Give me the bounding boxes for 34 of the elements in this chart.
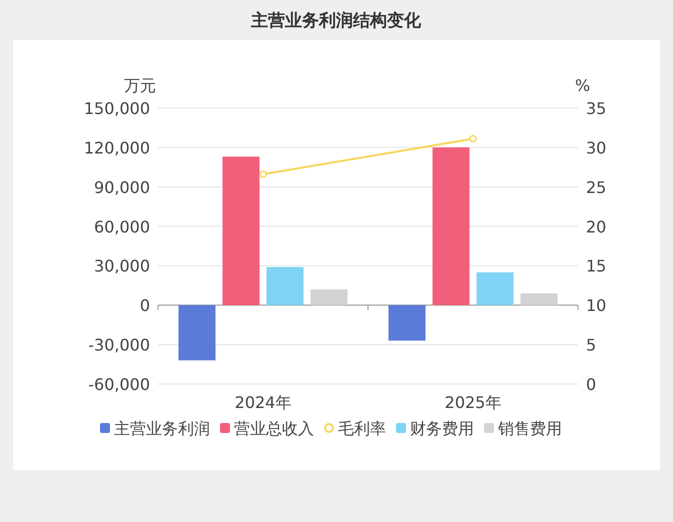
bar [432, 147, 470, 306]
y-tick-label: 30,000 [94, 256, 150, 276]
legend-label: 毛利率 [338, 419, 386, 438]
chart-title: 主营业务利润结构变化 [250, 11, 422, 31]
legend-label: 营业总收入 [234, 419, 314, 438]
bar [476, 272, 514, 306]
bar [266, 267, 304, 306]
y-tick-label: 120,000 [84, 138, 150, 158]
y-tick-label: 150,000 [84, 99, 150, 118]
bar [310, 289, 348, 306]
y-tick-label: -60,000 [88, 375, 150, 394]
bar [388, 305, 426, 341]
bar [520, 293, 558, 306]
x-tick-label: 2025年 [444, 393, 502, 412]
y2-tick-label: 5 [586, 336, 596, 355]
y-tick-label: 60,000 [94, 217, 150, 236]
x-tick-label: 2024年 [234, 393, 292, 412]
y-tick-label: -30,000 [88, 336, 150, 355]
legend-label: 主营业务利润 [114, 419, 210, 438]
legend-label: 财务费用 [410, 419, 474, 438]
y2-tick-label: 15 [586, 256, 606, 276]
y2-tick-label: 35 [586, 99, 606, 118]
y-axis-title: 万元 [124, 76, 156, 95]
y2-tick-label: 30 [586, 138, 606, 158]
y2-tick-label: 10 [586, 296, 606, 316]
legend-label: 销售费用 [497, 419, 562, 438]
y2-axis-title: % [575, 76, 590, 95]
y2-tick-label: 0 [586, 375, 596, 394]
bar [178, 305, 216, 360]
bar [222, 156, 260, 306]
y-tick-label: 90,000 [94, 178, 150, 197]
y2-tick-label: 20 [586, 217, 606, 236]
y2-tick-label: 25 [586, 178, 606, 197]
y-tick-label: 0 [140, 296, 150, 316]
